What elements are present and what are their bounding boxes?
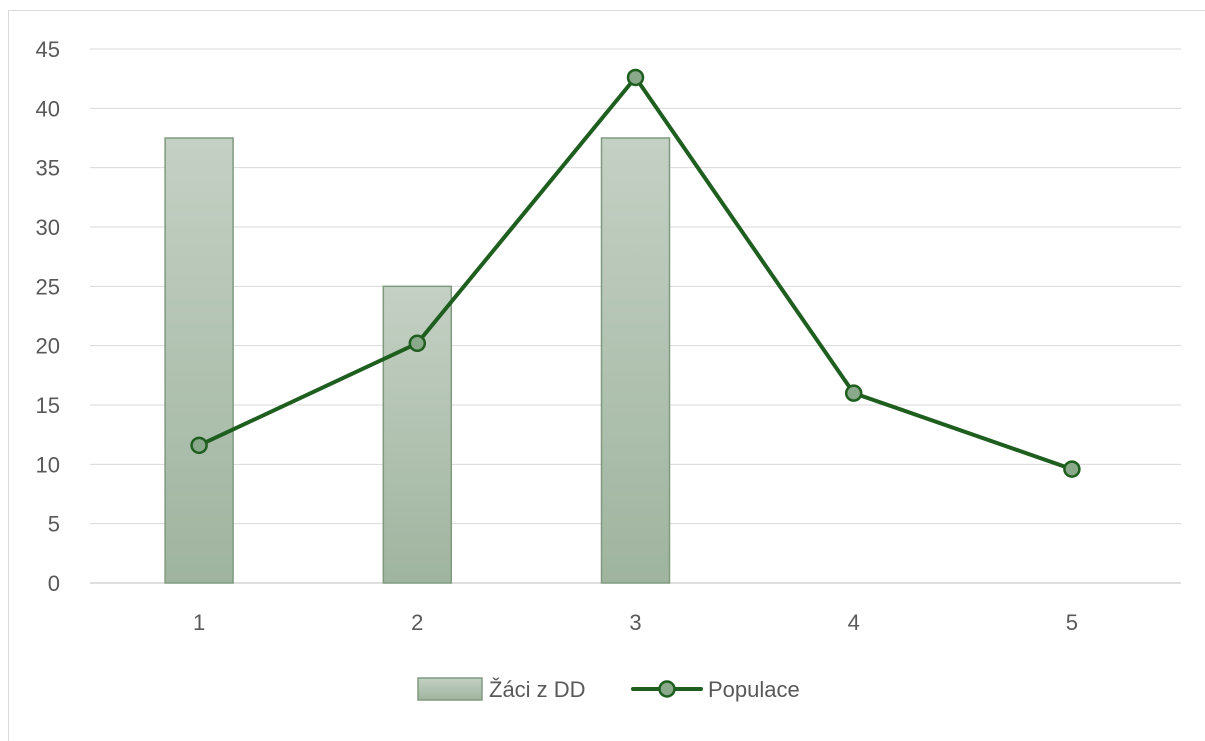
- legend-swatch-bars: [417, 677, 483, 701]
- legend-label-line: Populace: [708, 677, 800, 702]
- data-point: [190, 436, 208, 455]
- data-point: [1063, 460, 1081, 478]
- x-tick-label: 1: [193, 610, 205, 635]
- legend-label-bars: Žáci z DD: [489, 677, 586, 702]
- y-tick-label: 20: [36, 334, 60, 359]
- y-axis-tick-labels: 0 5 10 15 20 25 30 35 40 45: [36, 37, 60, 596]
- chart-frame: [8, 10, 1205, 741]
- y-tick-label: 10: [36, 452, 60, 477]
- bar: [382, 285, 453, 584]
- x-tick-label: 2: [411, 610, 423, 635]
- line-series: [190, 68, 1081, 478]
- y-tick-label: 5: [48, 512, 60, 537]
- legend-swatch-marker: [658, 680, 676, 698]
- x-tick-label: 4: [848, 610, 860, 635]
- y-tick-label: 40: [36, 96, 60, 121]
- data-point: [844, 384, 863, 402]
- y-tick-label: 0: [48, 571, 60, 596]
- bar-series: [164, 137, 671, 584]
- x-tick-label: 5: [1066, 610, 1078, 635]
- y-tick-label: 45: [36, 37, 60, 62]
- bar: [164, 137, 234, 584]
- y-tick-label: 30: [36, 215, 60, 240]
- legend: Žáci z DD Populace: [417, 677, 800, 702]
- data-point: [408, 334, 427, 353]
- data-point: [626, 68, 645, 87]
- bar: [600, 137, 671, 584]
- y-tick-label: 15: [36, 393, 60, 418]
- x-axis-tick-labels: 1 2 3 4 5: [193, 610, 1078, 635]
- x-tick-label: 3: [629, 610, 641, 635]
- y-tick-label: 35: [36, 156, 60, 181]
- y-tick-label: 25: [36, 274, 60, 299]
